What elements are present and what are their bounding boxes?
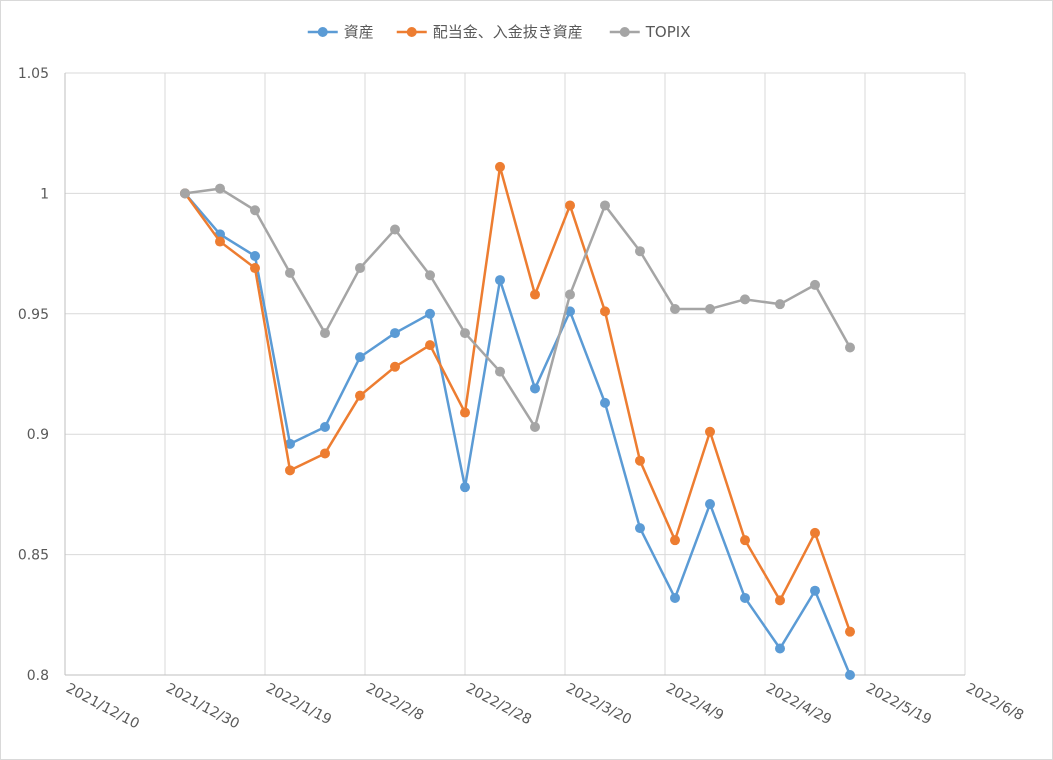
data-point [845, 626, 855, 637]
x-tick-label: 2021/12/10 [63, 680, 142, 732]
data-point [810, 527, 820, 538]
data-point [565, 200, 575, 211]
data-point [635, 455, 645, 466]
data-point [390, 224, 400, 235]
data-point [705, 499, 715, 510]
series-2 [180, 161, 855, 637]
data-point [600, 397, 610, 408]
data-point [250, 263, 260, 274]
legend-item: TOPIX [609, 23, 691, 41]
data-point [460, 328, 470, 339]
x-tick-label: 2022/4/9 [663, 680, 726, 724]
x-tick-label: 2021/12/30 [163, 680, 242, 732]
x-tick-label: 2022/4/29 [763, 680, 834, 728]
data-point [635, 523, 645, 534]
data-point [600, 306, 610, 317]
y-tick-label: 1.05 [18, 66, 49, 82]
y-tick-label: 0.95 [18, 307, 49, 323]
series-lines [180, 161, 855, 680]
legend-marker [619, 27, 630, 37]
data-point [740, 535, 750, 546]
y-tick-label: 0.9 [27, 427, 49, 443]
data-point [670, 303, 680, 314]
x-tick-label: 2022/6/8 [963, 680, 1026, 724]
legend-label: 資産 [344, 23, 374, 41]
data-point [355, 390, 365, 401]
data-point [355, 352, 365, 363]
legend-marker [317, 27, 328, 37]
data-point [320, 421, 330, 432]
data-point [740, 294, 750, 305]
data-point [845, 670, 855, 680]
x-tick-label: 2022/5/19 [863, 680, 934, 728]
data-point [775, 299, 785, 310]
legend-item: 配当金、入金抜き資産 [396, 23, 583, 41]
data-point [460, 482, 470, 493]
x-tick-label: 2022/2/8 [363, 680, 426, 724]
x-tick-label: 2022/3/20 [563, 680, 634, 728]
data-point [530, 289, 540, 300]
x-tick-label: 2022/2/28 [463, 680, 534, 728]
data-point [215, 236, 225, 247]
data-point [670, 592, 680, 603]
data-point [355, 263, 365, 274]
data-point [775, 643, 785, 654]
data-point [425, 340, 435, 351]
data-point [810, 585, 820, 596]
legend: 資産 配当金、入金抜き資産 TOPIX [307, 23, 691, 41]
legend-marker [406, 27, 417, 37]
data-point [705, 426, 715, 437]
data-point [635, 246, 645, 257]
data-point [320, 328, 330, 339]
data-point [390, 361, 400, 372]
data-point [740, 592, 750, 603]
data-point [565, 289, 575, 300]
y-tick-label: 0.8 [27, 668, 49, 684]
data-point [390, 328, 400, 339]
data-point [810, 279, 820, 290]
data-point [425, 308, 435, 319]
legend-label: TOPIX [645, 23, 691, 41]
data-point [250, 251, 260, 262]
data-point [530, 383, 540, 394]
data-point [495, 366, 505, 377]
data-point [460, 407, 470, 418]
data-point [530, 421, 540, 432]
data-point [495, 275, 505, 286]
data-point [180, 188, 190, 199]
series-3 [180, 183, 855, 432]
data-point [250, 205, 260, 216]
data-point [285, 465, 295, 476]
data-point [285, 438, 295, 449]
data-point [320, 448, 330, 459]
legend-item: 資産 [307, 23, 374, 41]
data-point [495, 161, 505, 172]
data-point [845, 342, 855, 353]
data-point [600, 200, 610, 211]
data-point [670, 535, 680, 546]
data-point [705, 303, 715, 314]
legend-label: 配当金、入金抜き資産 [433, 23, 583, 41]
y-tick-label: 1 [40, 186, 49, 202]
data-point [285, 267, 295, 278]
y-tick-label: 0.85 [18, 548, 49, 564]
series-line [183, 187, 852, 429]
axes: 0.8 0.85 0.9 0.95 1 1.05 2021/12/10 2021/12/30 2… [18, 66, 1026, 732]
x-tick-label: 2022/1/19 [263, 680, 334, 728]
data-point [425, 270, 435, 281]
grid-lines [64, 72, 966, 676]
data-point [215, 183, 225, 194]
series-line [183, 192, 852, 677]
data-point [775, 595, 785, 606]
series-line [183, 165, 852, 633]
